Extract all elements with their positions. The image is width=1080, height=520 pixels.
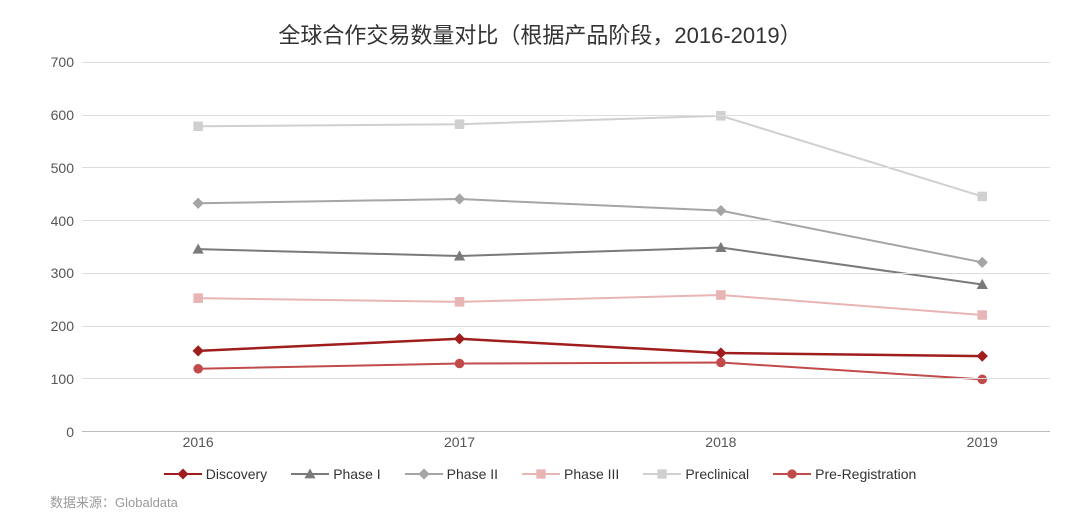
legend-item: Pre-Registration (773, 466, 916, 482)
legend-swatch (164, 467, 202, 481)
legend-item: Discovery (164, 466, 267, 482)
gridline (82, 220, 1050, 221)
x-tick: 2016 (183, 434, 214, 450)
marker (455, 297, 465, 307)
marker (193, 364, 203, 374)
marker (193, 122, 203, 132)
marker (193, 345, 204, 356)
gridline (82, 378, 1050, 379)
x-axis: 2016 2017 2018 2019 (82, 434, 1050, 458)
chart-svg (82, 62, 1050, 431)
legend-label: Pre-Registration (815, 466, 916, 482)
marker (454, 193, 465, 204)
marker (977, 192, 987, 202)
source-note: 数据来源：Globaldata (30, 492, 1050, 511)
gridline (82, 115, 1050, 116)
y-tick: 300 (51, 265, 74, 281)
legend-swatch (405, 467, 443, 481)
circle-icon (784, 466, 800, 482)
legend-label: Phase I (333, 466, 380, 482)
legend-label: Preclinical (685, 466, 749, 482)
y-tick: 0 (66, 424, 74, 440)
marker (977, 310, 987, 320)
chart-title: 全球合作交易数量对比（根据产品阶段，2016-2019） (30, 18, 1050, 50)
legend-swatch (291, 467, 329, 481)
marker (715, 205, 726, 216)
diamond-icon (175, 466, 191, 482)
series-line-pre-registration (198, 362, 982, 379)
x-tick: 2018 (705, 434, 736, 450)
series-line-preclinical (198, 116, 982, 197)
marker (193, 198, 204, 209)
y-tick: 700 (51, 54, 74, 70)
chart-container: 全球合作交易数量对比（根据产品阶段，2016-2019） 0 100 200 300 4… (0, 0, 1080, 520)
y-tick: 500 (51, 160, 74, 176)
legend-swatch (643, 467, 681, 481)
square-icon (654, 466, 670, 482)
y-tick: 600 (51, 107, 74, 123)
marker (716, 358, 726, 368)
series-line-phase-i (198, 248, 982, 285)
y-axis: 0100200300400500600700 (30, 62, 82, 432)
legend-label: Phase III (564, 466, 619, 482)
legend: Discovery Phase I Phase II Phase III Preclin… (30, 466, 1050, 482)
series-line-phase-iii (198, 295, 982, 315)
legend-item: Preclinical (643, 466, 749, 482)
gridline (82, 273, 1050, 274)
marker (715, 347, 726, 358)
gridline (82, 326, 1050, 327)
legend-item: Phase I (291, 466, 380, 482)
marker (716, 290, 726, 300)
series-line-discovery (198, 339, 982, 356)
legend-swatch (522, 467, 560, 481)
marker (977, 257, 988, 268)
marker (455, 359, 465, 369)
y-tick: 200 (51, 318, 74, 334)
marker (193, 293, 203, 303)
square-icon (533, 466, 549, 482)
legend-item: Phase II (405, 466, 498, 482)
diamond-icon (416, 466, 432, 482)
plot-wrap: 0100200300400500600700 2016201720182019 (30, 62, 1050, 432)
legend-label: Phase II (447, 466, 498, 482)
legend-item: Phase III (522, 466, 619, 482)
y-tick: 400 (51, 213, 74, 229)
y-tick: 100 (51, 371, 74, 387)
x-tick: 2017 (444, 434, 475, 450)
marker (454, 333, 465, 344)
x-tick: 2019 (967, 434, 998, 450)
marker (977, 375, 987, 385)
marker (716, 111, 726, 121)
legend-label: Discovery (206, 466, 267, 482)
triangle-icon (302, 466, 318, 482)
marker (455, 119, 465, 129)
plot-area (82, 62, 1050, 432)
gridline (82, 167, 1050, 168)
marker (977, 351, 988, 362)
gridline (82, 62, 1050, 63)
legend-swatch (773, 467, 811, 481)
